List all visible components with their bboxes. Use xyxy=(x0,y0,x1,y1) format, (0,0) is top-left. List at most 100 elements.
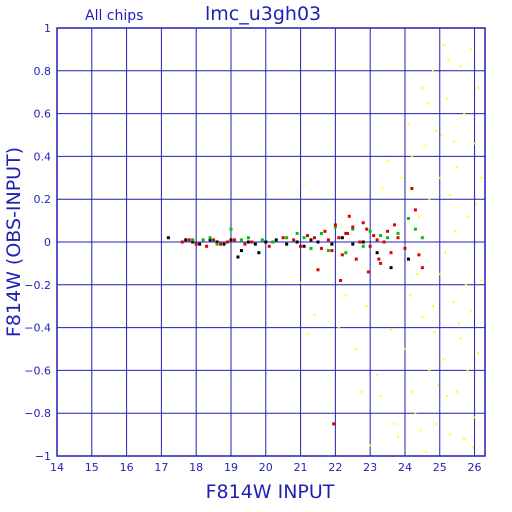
yellow-data-point xyxy=(376,373,379,376)
red-data-point xyxy=(372,234,376,238)
y-tick-label: 0.2 xyxy=(34,193,52,206)
green-data-point xyxy=(309,246,313,250)
red-data-point xyxy=(366,270,370,274)
yellow-data-point xyxy=(480,279,483,282)
red-data-point xyxy=(361,221,365,225)
green-data-point xyxy=(344,251,348,255)
red-data-point xyxy=(337,236,341,240)
green-data-point xyxy=(396,231,400,235)
green-data-point xyxy=(215,242,219,246)
yellow-data-point xyxy=(449,193,452,196)
plot-frame xyxy=(56,27,486,457)
red-data-point xyxy=(250,240,254,244)
x-tick-label: 22 xyxy=(328,461,342,474)
red-data-point xyxy=(332,422,336,426)
yellow-data-point xyxy=(386,159,389,162)
yellow-data-point xyxy=(456,166,459,169)
yellow-data-point xyxy=(410,155,413,158)
yellow-data-point xyxy=(443,251,446,254)
red-data-point xyxy=(267,244,271,248)
green-data-point xyxy=(285,236,289,240)
green-data-point xyxy=(229,227,233,231)
x-tick-label: 25 xyxy=(433,461,447,474)
green-data-point xyxy=(361,244,365,248)
yellow-data-point xyxy=(403,348,406,350)
red-data-point xyxy=(316,268,320,272)
red-data-point xyxy=(319,246,323,250)
x-tick-label: 14 xyxy=(50,461,64,474)
x-tick-label: 15 xyxy=(85,461,99,474)
yellow-data-point xyxy=(428,369,431,372)
yellow-data-point xyxy=(390,328,393,331)
red-data-point xyxy=(347,214,351,218)
yellow-data-point xyxy=(421,315,424,318)
yellow-data-point xyxy=(463,112,466,115)
yellow-data-point xyxy=(299,281,302,284)
red-data-point xyxy=(413,208,417,212)
x-tick-label: 26 xyxy=(468,461,482,474)
data-points xyxy=(166,44,483,453)
red-data-point xyxy=(420,266,424,270)
green-data-point xyxy=(386,236,390,240)
yellow-data-point xyxy=(473,416,476,419)
red-data-point xyxy=(180,240,184,244)
red-data-point xyxy=(344,231,348,235)
yellow-data-point xyxy=(303,183,306,186)
yellow-data-point xyxy=(475,202,478,205)
chart-subtitle: All chips xyxy=(85,8,143,24)
red-data-point xyxy=(379,261,383,265)
yellow-data-point xyxy=(470,309,473,312)
yellow-data-point xyxy=(337,326,340,329)
black-data-point xyxy=(274,238,278,242)
yellow-data-point xyxy=(393,422,396,425)
yellow-data-point xyxy=(421,86,424,89)
yellow-data-point xyxy=(480,176,483,179)
green-data-point xyxy=(326,249,330,253)
red-data-point xyxy=(382,240,386,244)
x-tick-label: 16 xyxy=(120,461,134,474)
yellow-data-point xyxy=(344,294,347,297)
red-data-point xyxy=(212,238,216,242)
yellow-data-point xyxy=(416,273,419,276)
black-data-point xyxy=(375,251,379,255)
red-data-point xyxy=(346,231,350,235)
chart-title: lmc_u3gh03 xyxy=(205,3,321,25)
y-tick-label: −0.4 xyxy=(24,322,51,335)
yellow-data-point xyxy=(435,129,438,132)
x-tick-label: 17 xyxy=(154,461,168,474)
yellow-data-point xyxy=(424,144,427,147)
green-data-point xyxy=(260,238,264,242)
red-data-point xyxy=(323,229,327,233)
yellow-data-point xyxy=(477,352,480,355)
black-data-point xyxy=(330,242,334,246)
y-tick-label: −0.2 xyxy=(24,279,51,292)
black-data-point xyxy=(389,266,393,270)
green-data-point xyxy=(368,229,372,233)
x-tick-label: 18 xyxy=(189,461,203,474)
yellow-data-point xyxy=(431,69,434,72)
x-tick-label: 19 xyxy=(224,461,238,474)
yellow-data-point xyxy=(360,390,363,393)
red-data-point xyxy=(368,244,372,248)
green-data-point xyxy=(208,236,212,240)
red-data-point xyxy=(243,242,247,246)
y-tick-label: −0.6 xyxy=(24,364,51,377)
yellow-data-point xyxy=(407,123,410,126)
green-data-point xyxy=(413,227,417,231)
red-data-point xyxy=(194,242,198,246)
yellow-data-point xyxy=(463,437,466,440)
yellow-data-point xyxy=(419,429,422,432)
yellow-data-point xyxy=(459,337,462,340)
yellow-data-point xyxy=(466,369,469,372)
y-tick-label: −0.8 xyxy=(24,407,51,420)
red-data-point xyxy=(219,242,223,246)
red-data-point xyxy=(292,238,296,242)
black-data-point xyxy=(184,238,188,242)
red-data-point xyxy=(226,240,230,244)
red-data-point xyxy=(232,238,236,242)
green-data-point xyxy=(379,234,383,238)
y-tick-label: 0 xyxy=(44,236,51,249)
red-data-point xyxy=(393,223,397,227)
yellow-data-point xyxy=(471,446,474,449)
